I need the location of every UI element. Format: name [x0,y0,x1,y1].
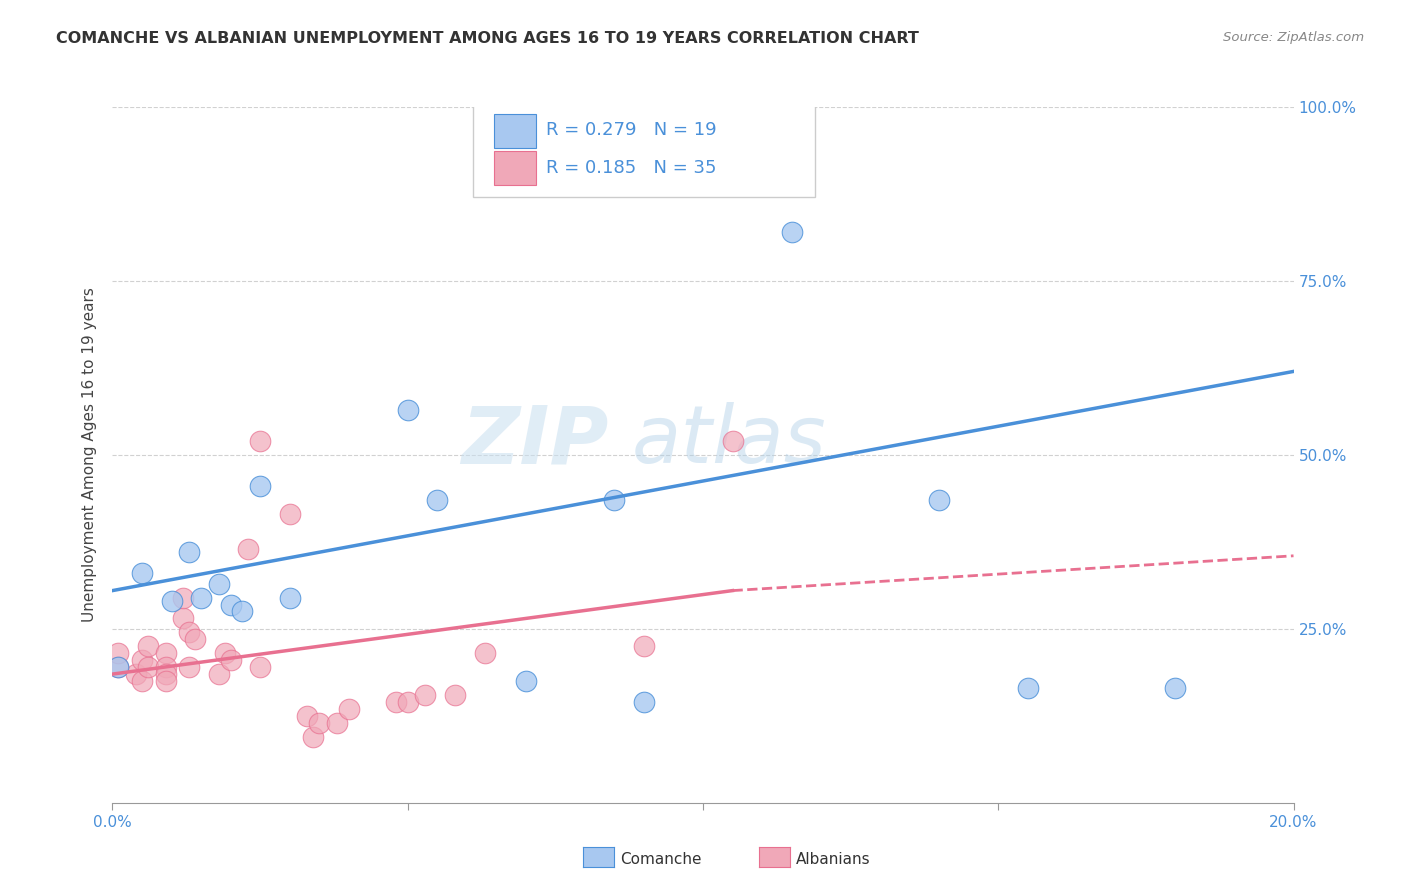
Point [415,688,437,702]
Point [249,434,271,448]
FancyBboxPatch shape [494,114,537,148]
Point [249,660,271,674]
Point [603,493,626,508]
Point [249,479,271,493]
Point [396,402,419,417]
Point [107,646,129,660]
Point [278,591,301,605]
Point [633,639,655,653]
Point [721,434,744,448]
Point [302,730,325,744]
Text: ZIP: ZIP [461,402,609,480]
Point [928,493,950,508]
Text: atlas: atlas [633,402,827,480]
Point [219,598,242,612]
Point [780,225,803,239]
FancyBboxPatch shape [472,103,815,197]
Point [278,507,301,521]
Point [155,667,177,681]
Point [155,674,177,689]
Point [136,660,159,674]
Point [208,667,231,681]
Point [155,660,177,674]
Point [214,646,236,660]
Point [125,667,148,681]
Point [184,632,207,647]
Y-axis label: Unemployment Among Ages 16 to 19 years: Unemployment Among Ages 16 to 19 years [82,287,97,623]
Text: R = 0.185   N = 35: R = 0.185 N = 35 [546,159,717,177]
Text: Source: ZipAtlas.com: Source: ZipAtlas.com [1223,31,1364,45]
Point [190,591,212,605]
Point [131,653,153,667]
Point [208,576,231,591]
Point [444,688,467,702]
Text: Comanche: Comanche [620,853,702,867]
Point [474,646,496,660]
Point [179,625,201,640]
Point [219,653,242,667]
Point [107,660,129,674]
Point [308,715,330,730]
Point [107,660,129,674]
Text: Albanians: Albanians [796,853,870,867]
Point [231,605,253,619]
Point [396,695,419,709]
Point [1017,681,1039,695]
Text: COMANCHE VS ALBANIAN UNEMPLOYMENT AMONG AGES 16 TO 19 YEARS CORRELATION CHART: COMANCHE VS ALBANIAN UNEMPLOYMENT AMONG … [56,31,920,46]
Point [131,674,153,689]
Point [337,702,360,716]
Point [1164,681,1187,695]
Point [172,591,194,605]
Point [155,646,177,660]
Point [179,660,201,674]
Point [131,566,153,581]
Point [426,493,449,508]
Point [515,674,537,689]
FancyBboxPatch shape [494,151,537,185]
Text: R = 0.279   N = 19: R = 0.279 N = 19 [546,121,717,139]
Point [136,639,159,653]
Point [385,695,408,709]
Point [633,695,655,709]
Point [172,611,194,625]
Point [179,545,201,559]
Point [160,594,183,608]
Point [238,541,260,556]
Point [297,708,319,723]
Point [326,715,349,730]
